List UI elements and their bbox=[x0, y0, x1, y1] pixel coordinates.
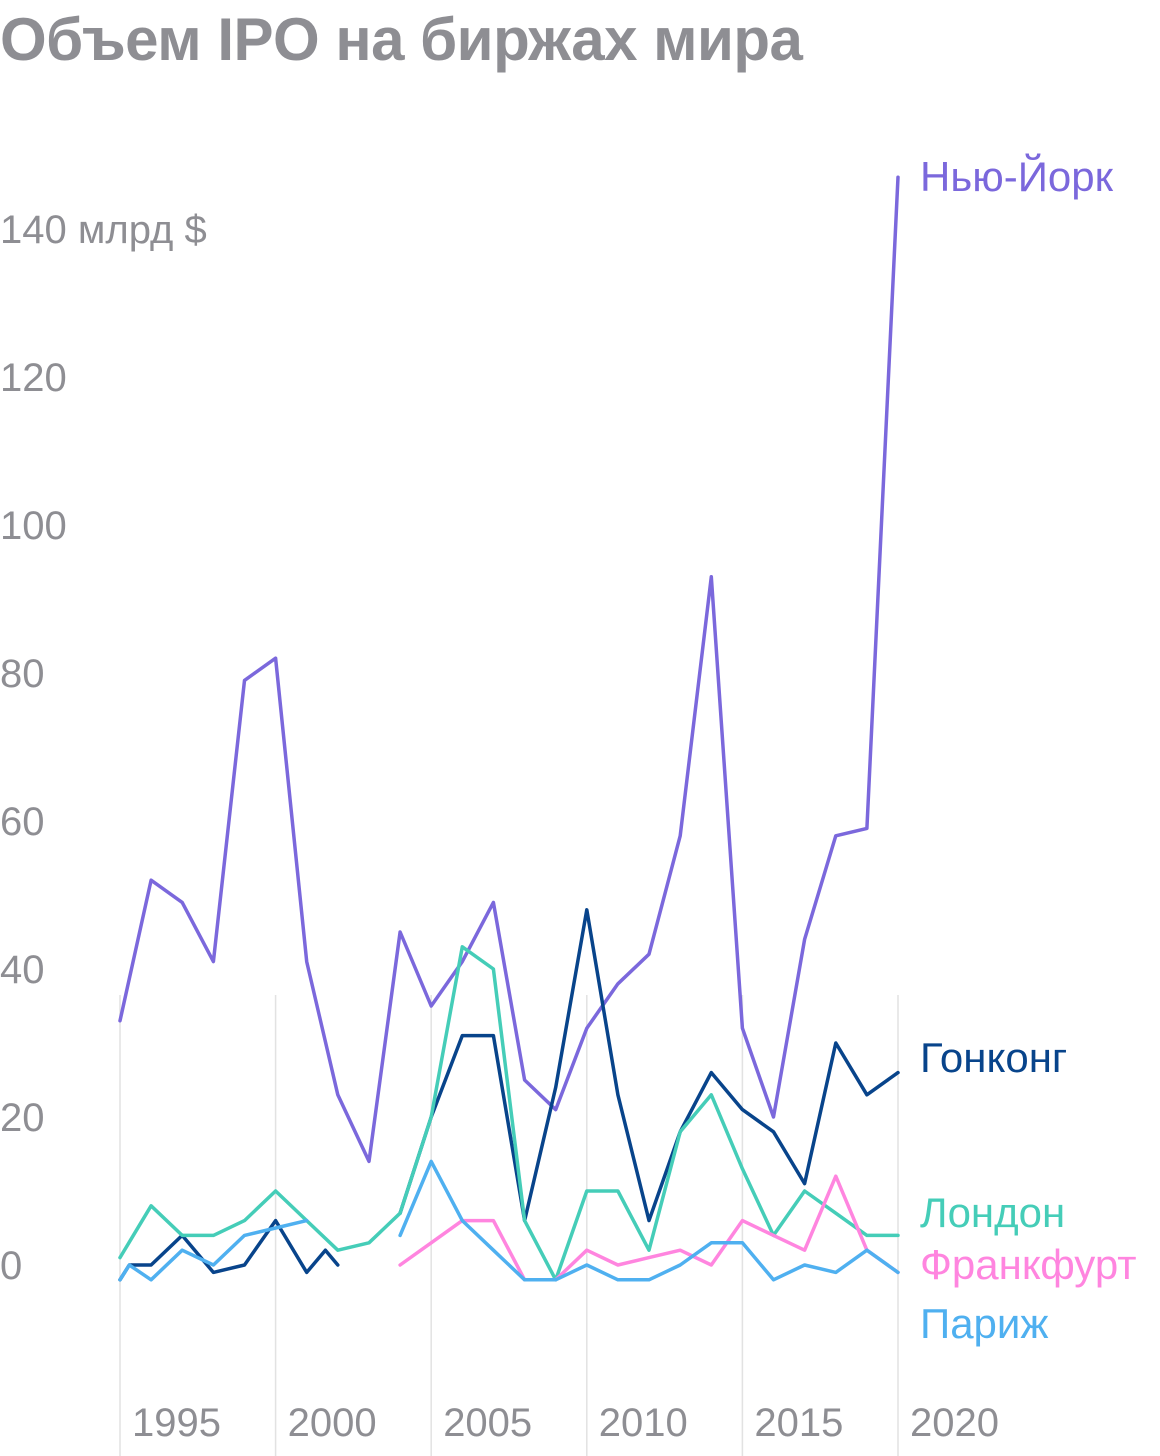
y-tick-label: 80 bbox=[0, 652, 45, 696]
series-line bbox=[118, 908, 900, 1282]
series-label: Франкфурт bbox=[920, 1241, 1137, 1288]
y-tick-label: 40 bbox=[0, 948, 45, 992]
x-tick-label: 2015 bbox=[754, 1401, 843, 1445]
y-tick-label: 140 млрд $ bbox=[0, 208, 207, 252]
y-tick-label: 20 bbox=[0, 1096, 45, 1140]
series-label: Гонконг bbox=[920, 1034, 1067, 1081]
x-tick-label: 2005 bbox=[443, 1401, 532, 1445]
x-tick-label: 1995 bbox=[132, 1401, 221, 1445]
series-labels: Нью-Йорк Гонконг Лондон Франкфурт Париж bbox=[920, 152, 1137, 1347]
series-lines bbox=[118, 175, 900, 1282]
x-tick-label: 2010 bbox=[599, 1401, 688, 1445]
series-label: Нью-Йорк bbox=[920, 152, 1114, 200]
series-line bbox=[118, 1159, 900, 1282]
x-tick-label: 2020 bbox=[910, 1401, 999, 1445]
y-tick-label: 0 bbox=[0, 1244, 22, 1288]
series-line bbox=[118, 175, 900, 1164]
series-label: Париж bbox=[920, 1300, 1048, 1347]
x-axis-ticks: 1995 2000 2005 2010 2015 2020 bbox=[132, 1401, 999, 1445]
y-tick-label: 120 bbox=[0, 356, 67, 400]
grid-lines bbox=[119, 995, 899, 1456]
chart-title: Объем IPO на биржах мира bbox=[0, 6, 803, 73]
y-tick-label: 60 bbox=[0, 800, 45, 844]
series-label: Лондон bbox=[920, 1189, 1065, 1236]
y-tick-label: 100 bbox=[0, 504, 67, 548]
series-line bbox=[118, 945, 900, 1282]
x-tick-label: 2000 bbox=[288, 1401, 377, 1445]
y-axis-ticks: 0 20 40 60 80 100 120 140 млрд $ bbox=[0, 208, 207, 1288]
series-line bbox=[398, 1174, 900, 1282]
